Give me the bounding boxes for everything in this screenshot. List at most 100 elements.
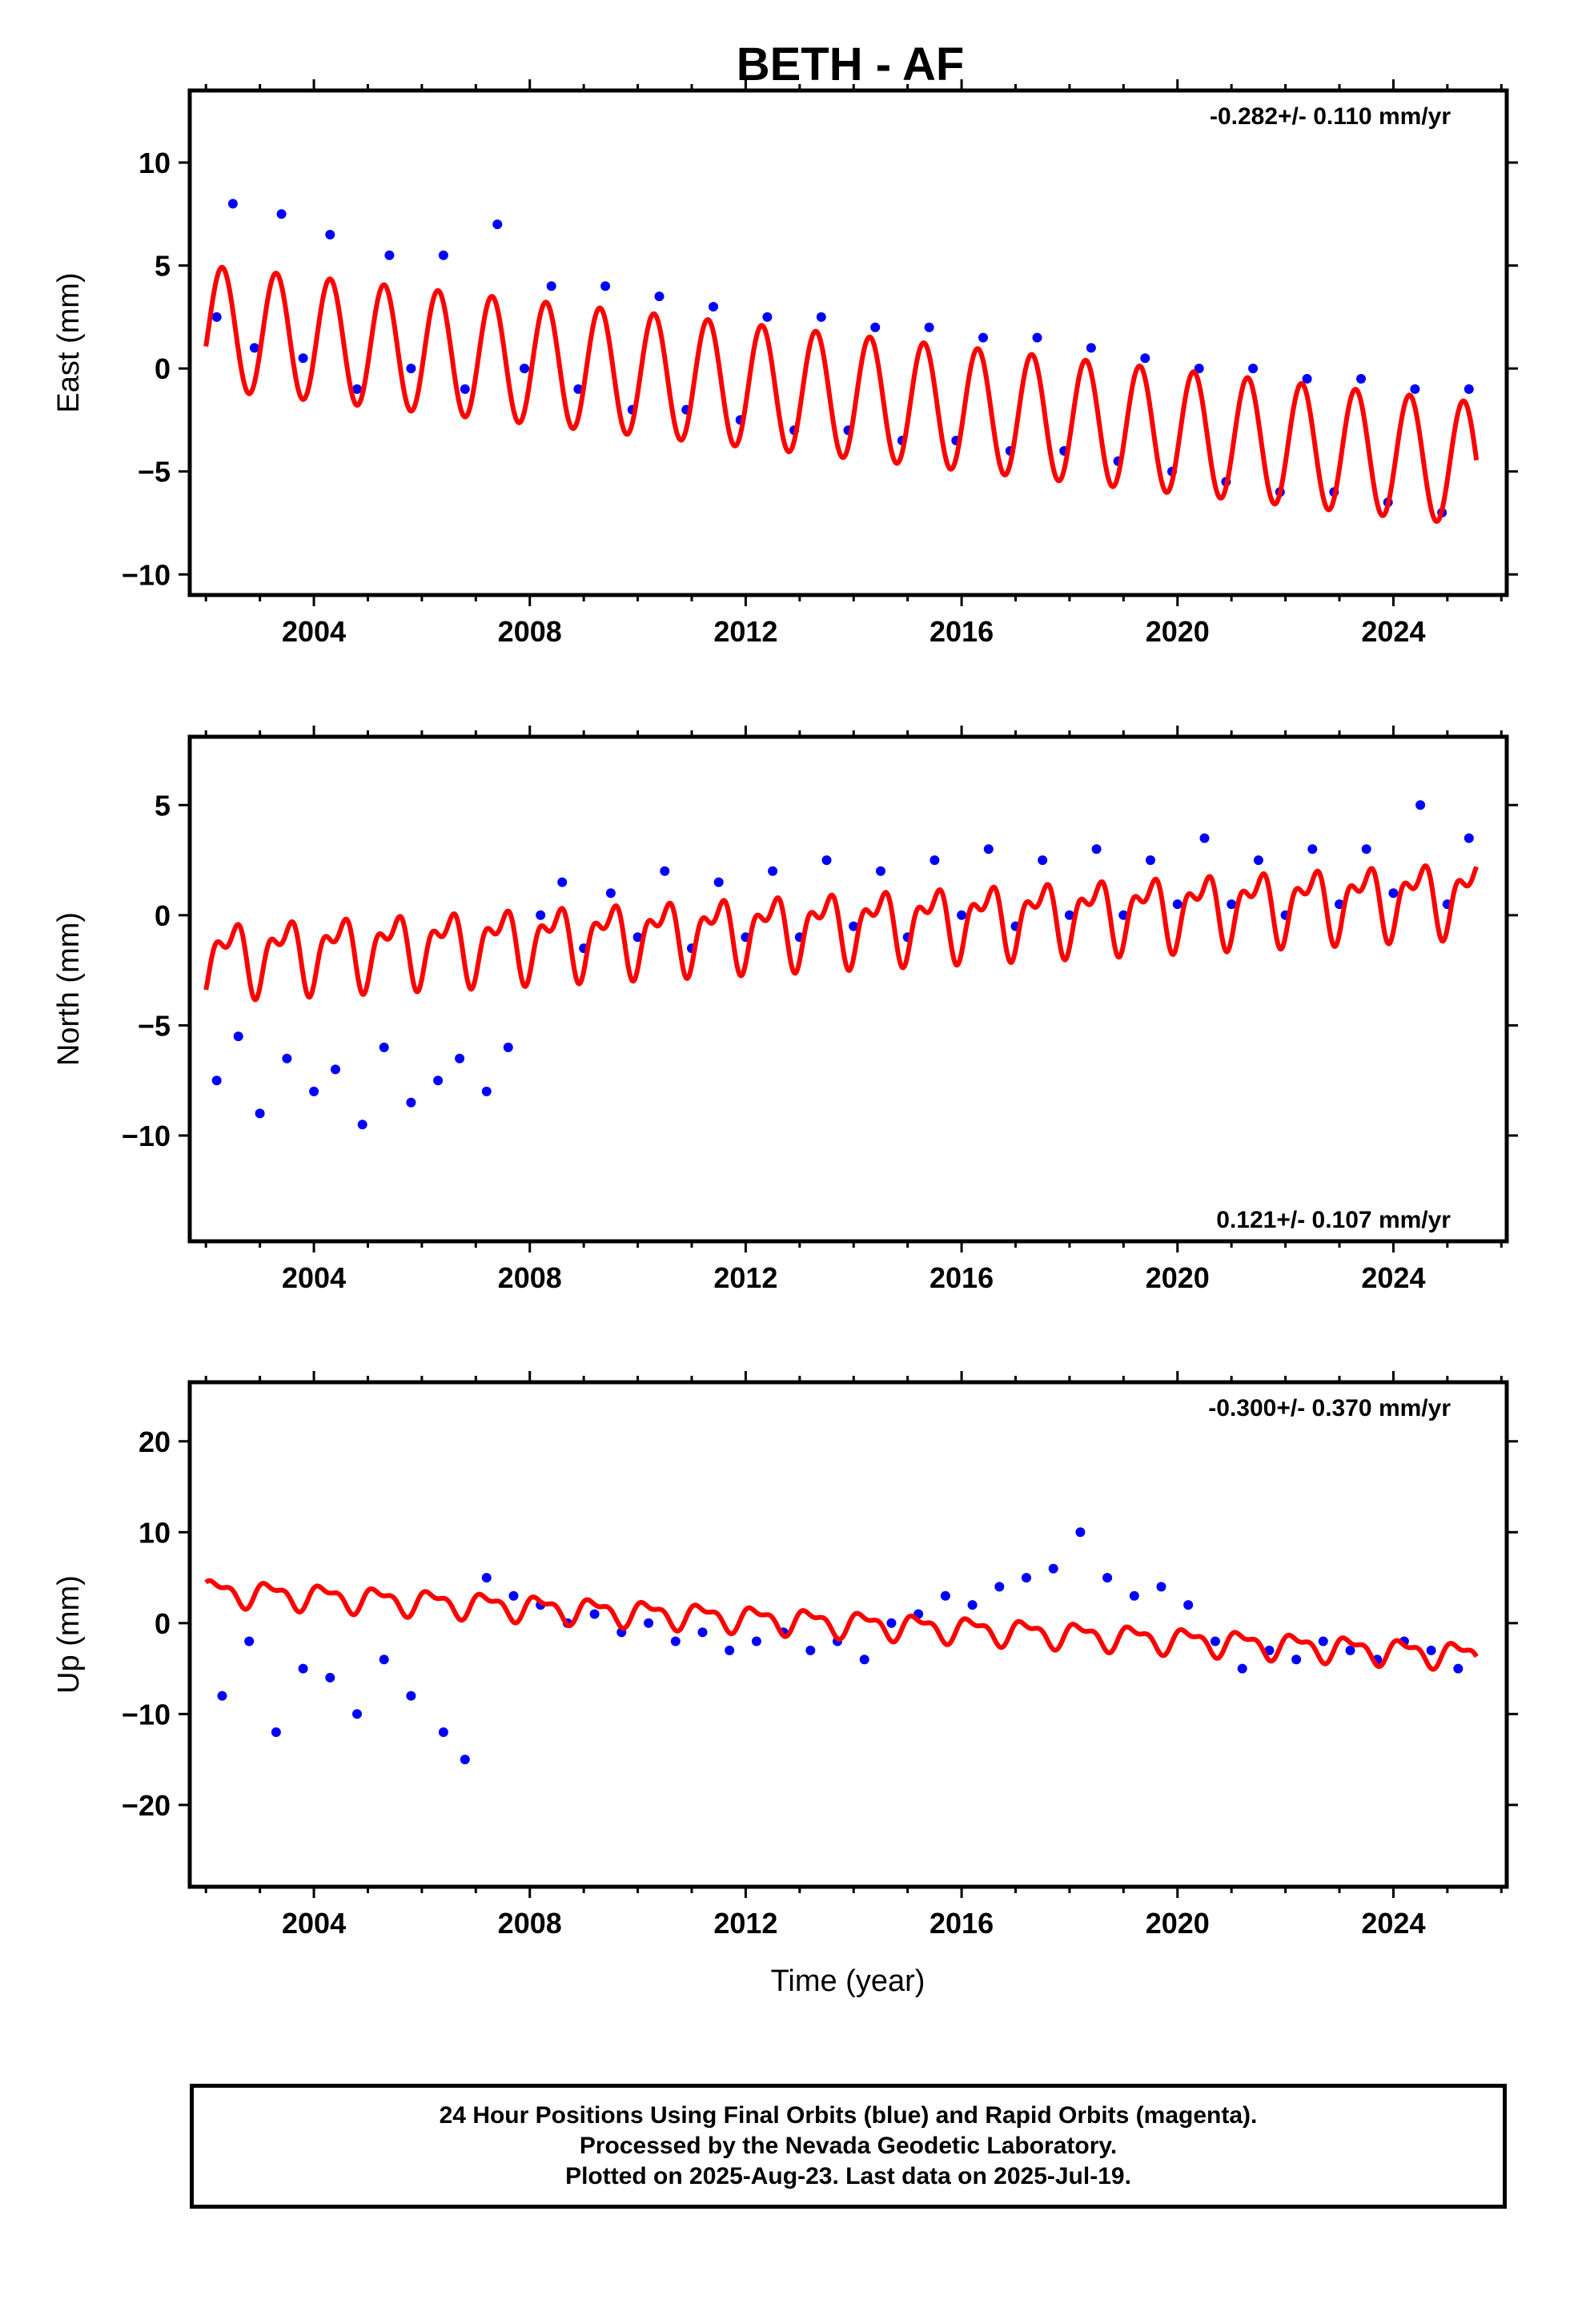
east-data-point bbox=[211, 312, 222, 322]
east-data-point bbox=[460, 384, 470, 394]
up-ylabel: Up (mm) bbox=[52, 1575, 86, 1694]
up-data-point bbox=[460, 1755, 470, 1765]
north-data-point bbox=[1091, 844, 1102, 854]
footer-line-2: Processed by the Nevada Geodetic Laborat… bbox=[579, 2133, 1118, 2159]
up-data-point bbox=[1102, 1573, 1113, 1583]
east-data-point bbox=[1410, 384, 1420, 394]
east-ylabel: East (mm) bbox=[52, 272, 86, 412]
north-data-point bbox=[433, 1076, 444, 1086]
east-data-point bbox=[438, 250, 448, 260]
north-data-point bbox=[536, 910, 546, 920]
up-data-point bbox=[697, 1627, 708, 1638]
north-x-tick-label: 2020 bbox=[1146, 1261, 1210, 1294]
north-data-point bbox=[233, 1031, 243, 1042]
north-frame bbox=[187, 734, 1509, 1244]
east-data-point bbox=[249, 343, 259, 353]
north-y-tick-label: 0 bbox=[155, 899, 171, 932]
east-y-tick-label: 5 bbox=[155, 250, 171, 283]
east-data-point bbox=[870, 322, 881, 332]
up-x-tick-label: 2016 bbox=[930, 1907, 994, 1940]
north-data-point bbox=[379, 1042, 389, 1052]
north-axes: 2004 2008 2012 2016 2020 2024 −10 −5 0 5 bbox=[122, 726, 1518, 1294]
north-data-point bbox=[503, 1042, 513, 1052]
up-data-point bbox=[1022, 1573, 1031, 1583]
up-x-tick-label: 2024 bbox=[1361, 1907, 1425, 1940]
north-data-point bbox=[1038, 855, 1048, 866]
north-y-tick-label: −10 bbox=[122, 1120, 171, 1152]
north-ylabel: North (mm) bbox=[52, 912, 86, 1066]
east-data-point bbox=[1248, 364, 1259, 374]
north-data-point bbox=[930, 855, 940, 866]
east-rate: -0.282+/- 0.110 mm/yr bbox=[1210, 103, 1451, 130]
north-data-point bbox=[768, 866, 778, 876]
up-axes: 2004 2008 2012 2016 2020 2024 −20 −10 0 10 20 bbox=[122, 1371, 1518, 1940]
up-data-point bbox=[1183, 1600, 1194, 1610]
up-data-point bbox=[406, 1691, 416, 1701]
panel-up: 2004 2008 2012 2016 2020 2024 −20 −10 0 10 20 Up (… bbox=[52, 1371, 1518, 1940]
up-x-tick-label: 2020 bbox=[1146, 1907, 1210, 1940]
east-marks bbox=[203, 199, 1480, 525]
north-data-point bbox=[331, 1064, 340, 1075]
north-model-curve bbox=[203, 863, 1480, 1003]
east-data-point bbox=[492, 219, 503, 230]
up-data-point bbox=[644, 1618, 654, 1628]
east-data-point bbox=[325, 230, 335, 239]
up-data-point bbox=[1318, 1636, 1328, 1647]
north-data-point bbox=[713, 877, 724, 887]
east-data-point bbox=[1194, 364, 1204, 374]
east-data-point bbox=[762, 312, 773, 322]
up-data-point bbox=[244, 1636, 255, 1647]
up-frame bbox=[187, 1380, 1509, 1889]
up-data-point bbox=[1156, 1582, 1166, 1592]
north-data-point bbox=[849, 921, 859, 931]
north-data-point bbox=[455, 1053, 465, 1063]
east-data-point bbox=[406, 364, 416, 374]
north-data-point bbox=[255, 1108, 265, 1119]
east-data-point bbox=[1140, 353, 1150, 364]
east-x-tick-label: 2004 bbox=[282, 615, 346, 648]
east-data-point bbox=[600, 281, 611, 292]
east-x-tick-label: 2012 bbox=[713, 615, 777, 648]
time-axis-label: Time (year) bbox=[771, 1964, 926, 1998]
up-data-point bbox=[725, 1645, 735, 1655]
up-y-tick-label: 10 bbox=[139, 1516, 171, 1549]
north-data-point bbox=[1146, 855, 1155, 866]
up-data-point bbox=[298, 1663, 308, 1674]
north-data-point bbox=[660, 866, 670, 876]
north-data-point bbox=[1172, 899, 1182, 910]
north-data-point bbox=[1064, 910, 1074, 920]
east-x-tick-label: 2016 bbox=[930, 615, 994, 648]
east-data-point bbox=[978, 332, 988, 343]
footer-line-3: Plotted on 2025-Aug-23. Last data on 202… bbox=[565, 2163, 1131, 2189]
east-data-point bbox=[384, 250, 395, 260]
up-data-point bbox=[589, 1609, 600, 1619]
north-data-point bbox=[1464, 833, 1474, 843]
north-x-tick-label: 2024 bbox=[1361, 1261, 1425, 1294]
up-data-point bbox=[940, 1590, 950, 1601]
up-x-tick-label: 2012 bbox=[713, 1907, 777, 1940]
footer-box: 24 Hour Positions Using Final Orbits (bl… bbox=[190, 2084, 1507, 2209]
up-data-point bbox=[1291, 1655, 1302, 1665]
north-data-point bbox=[211, 1076, 222, 1086]
north-data-point bbox=[406, 1097, 416, 1108]
east-data-point bbox=[1086, 343, 1096, 353]
north-x-tick-label: 2008 bbox=[498, 1261, 562, 1294]
north-rate: 0.121+/- 0.107 mm/yr bbox=[1216, 1207, 1451, 1233]
panel-east: 2004 2008 2012 2016 2020 2024 −10 −5 0 5 10 East (… bbox=[52, 79, 1518, 648]
up-data-point bbox=[1237, 1663, 1247, 1674]
east-y-tick-label: −10 bbox=[122, 558, 171, 591]
east-data-point bbox=[1464, 384, 1474, 394]
east-x-tick-label: 2020 bbox=[1146, 615, 1210, 648]
up-data-point bbox=[1129, 1590, 1139, 1601]
north-data-point bbox=[1253, 855, 1263, 866]
up-data-point bbox=[1426, 1645, 1436, 1655]
up-data-point bbox=[352, 1709, 362, 1719]
north-data-point bbox=[1415, 800, 1426, 810]
north-y-tick-label: 5 bbox=[155, 789, 171, 822]
up-data-point bbox=[508, 1590, 519, 1601]
east-y-tick-label: −5 bbox=[138, 456, 171, 489]
north-data-point bbox=[821, 855, 832, 866]
north-x-tick-label: 2004 bbox=[282, 1261, 346, 1294]
up-data-point bbox=[805, 1645, 816, 1655]
up-data-point bbox=[325, 1672, 335, 1683]
